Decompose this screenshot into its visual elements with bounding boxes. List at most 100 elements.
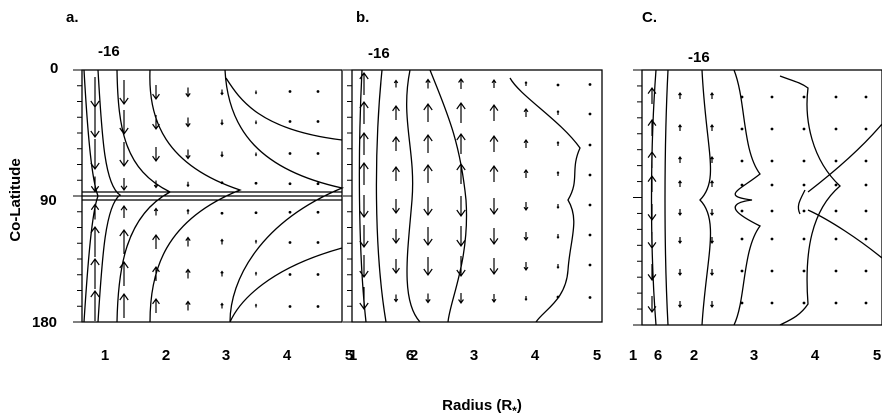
flow-arrowhead: [556, 140, 560, 144]
flow-arrowhead: [186, 208, 190, 212]
flow-arrowhead: [423, 133, 433, 142]
x-axis-label: Radius (R*): [442, 397, 522, 418]
x-tick-label: 5: [873, 347, 881, 364]
x-tick-label: 3: [470, 347, 478, 364]
flow-dot: [864, 159, 868, 163]
flow-arrowhead: [556, 206, 560, 210]
flow-arrowhead: [710, 240, 714, 245]
flow-dot: [288, 241, 292, 244]
flow-dot: [588, 233, 592, 237]
panel-frame: [351, 69, 603, 323]
flow-arrowhead: [556, 236, 560, 240]
panel-a-contour-label: -16: [98, 43, 120, 60]
panel-frame: [641, 69, 882, 326]
flow-arrowhead: [119, 260, 129, 269]
flow-arrowhead: [392, 237, 400, 245]
flow-arrowhead: [393, 79, 399, 84]
flow-dot: [834, 95, 838, 99]
contour-line: [406, 69, 421, 323]
flow-arrowhead: [523, 138, 529, 144]
flow-arrowhead: [556, 170, 560, 174]
flow-arrowhead: [556, 266, 560, 270]
flow-arrowhead: [359, 210, 369, 219]
flow-arrowhead: [220, 238, 224, 242]
flow-arrowhead: [489, 208, 499, 216]
flow-dot: [834, 301, 838, 305]
flow-arrowhead: [90, 257, 100, 266]
flow-dot: [316, 120, 320, 123]
flow-arrowhead: [710, 179, 714, 184]
flow-dot: [802, 95, 806, 99]
flow-dot: [770, 209, 774, 213]
flow-arrowhead: [254, 303, 258, 306]
flow-arrowhead: [185, 236, 191, 241]
flow-arrowhead: [710, 155, 714, 160]
flow-dot: [316, 182, 320, 186]
flow-arrowhead: [359, 270, 369, 279]
flow-dot: [770, 183, 774, 187]
x-tick-label: 1: [349, 347, 357, 364]
flow-dot: [834, 159, 838, 163]
flow-arrowhead: [456, 132, 466, 141]
flow-arrowhead: [458, 299, 464, 305]
flow-arrowhead: [254, 154, 258, 157]
flow-dot: [556, 83, 560, 87]
flow-dot: [802, 301, 806, 305]
flow-dot: [740, 301, 744, 305]
flow-arrowhead: [678, 272, 682, 277]
flow-dot: [288, 210, 292, 214]
flow-arrowhead: [185, 123, 191, 128]
flow-dot: [834, 209, 838, 213]
flow-dot: [802, 209, 806, 213]
flow-dot: [802, 127, 806, 131]
flow-arrowhead: [423, 163, 433, 172]
flow-arrowhead: [119, 159, 129, 168]
flow-arrowhead: [523, 107, 529, 113]
flow-arrowhead: [392, 135, 400, 143]
flow-dot: [864, 301, 868, 305]
flow-arrowhead: [423, 268, 433, 277]
contour-line: [149, 69, 242, 323]
flow-arrowhead: [423, 238, 433, 247]
flow-arrowhead: [524, 298, 528, 302]
flow-arrowhead: [710, 304, 714, 309]
flow-dot: [288, 90, 292, 93]
flow-dot: [316, 152, 320, 155]
panel-c-contour-label: -16: [688, 49, 710, 66]
flow-arrowhead: [186, 184, 190, 188]
flow-arrowhead: [491, 78, 497, 84]
contour-line: [733, 69, 761, 326]
flow-arrowhead: [220, 302, 224, 306]
flow-dot: [588, 203, 592, 207]
flow-dot: [770, 269, 774, 273]
flow-arrowhead: [185, 155, 191, 160]
flow-arrowhead: [254, 122, 258, 125]
flow-arrowhead: [359, 131, 369, 140]
flow-dot: [802, 183, 806, 187]
flow-dot: [254, 181, 258, 185]
flow-arrowhead: [359, 240, 369, 249]
flow-arrowhead: [678, 123, 682, 128]
panel-b-letter: b.: [356, 9, 369, 26]
flow-arrowhead: [152, 297, 160, 305]
flow-arrowhead: [359, 100, 369, 109]
contour-line: [229, 247, 343, 323]
flow-arrowhead: [523, 236, 529, 242]
flow-arrowhead: [120, 185, 128, 192]
flow-arrowhead: [392, 104, 400, 112]
flow-dot: [288, 305, 292, 308]
flow-dot: [864, 95, 868, 99]
panel-c-letter: C.: [642, 9, 657, 26]
flow-arrowhead: [491, 298, 497, 304]
flow-arrowhead: [254, 239, 258, 242]
flow-arrowhead: [185, 93, 191, 98]
flow-arrowhead: [423, 102, 433, 111]
flow-arrowhead: [678, 179, 682, 184]
flow-arrowhead: [392, 207, 400, 215]
flow-dot: [254, 211, 258, 215]
flow-arrowhead: [523, 266, 529, 272]
flow-arrowhead: [425, 299, 431, 304]
flow-arrowhead: [152, 265, 160, 273]
panel-c: 1 2 3 4 5 6: [629, 69, 882, 364]
flow-dot: [288, 182, 292, 186]
